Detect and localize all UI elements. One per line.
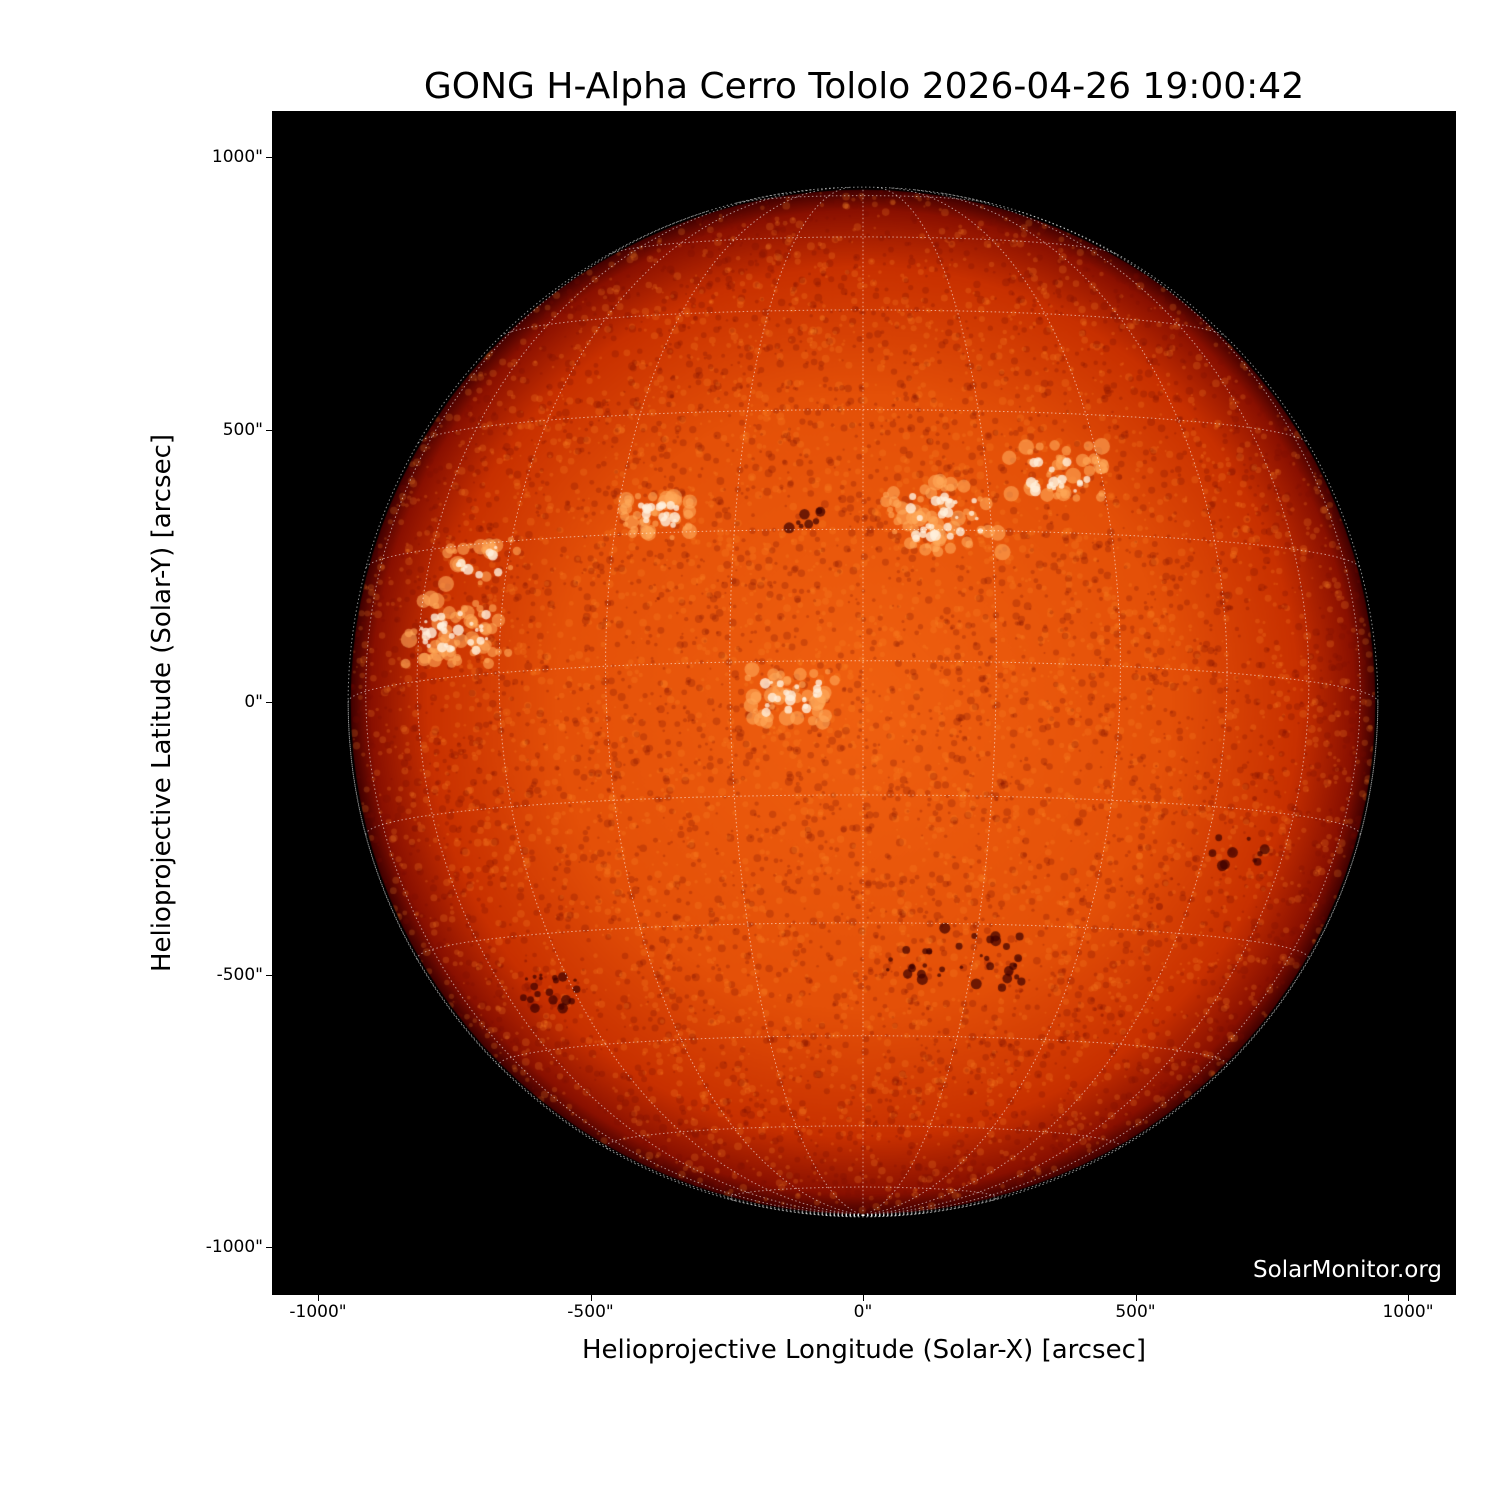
longitude-grid-line	[862, 701, 1379, 1216]
longitude-grid-line	[347, 701, 864, 1216]
x-tick-mark	[863, 1295, 864, 1301]
longitude-grid-line	[862, 1197, 1001, 1216]
x-tick-mark	[1135, 1295, 1137, 1301]
y-tick-label: 0"	[244, 692, 263, 712]
y-tick-mark	[266, 1247, 272, 1248]
latitude-grid-line	[347, 660, 1379, 703]
longitude-grid-line	[862, 192, 1310, 1216]
limb-outline	[347, 186, 1379, 1218]
longitude-grid-line	[862, 189, 1228, 1216]
longitude-grid-line	[498, 189, 864, 1216]
longitude-grid-line	[605, 187, 864, 1216]
heliographic-grid	[347, 186, 1379, 1218]
chart-title: GONG H-Alpha Cerro Tololo 2026-04-26 19:…	[423, 66, 1305, 107]
longitude-grid-line	[862, 187, 1121, 1216]
longitude-grid-line	[365, 210, 864, 1216]
latitude-grid-line	[609, 236, 1117, 255]
x-tick-label: 0"	[853, 1302, 873, 1322]
latitude-grid-line	[417, 409, 1309, 444]
latitude-grid-line	[736, 195, 990, 204]
y-tick-mark	[266, 429, 272, 431]
longitude-grid-line	[725, 1197, 864, 1216]
x-tick-label: 1000"	[1382, 1302, 1434, 1322]
x-tick-mark	[1408, 1295, 1409, 1301]
longitude-grid-line	[862, 186, 997, 1216]
longitude-grid-line	[862, 1214, 882, 1217]
latitude-grid-line	[365, 528, 1361, 569]
y-tick-label: 1000"	[211, 147, 263, 167]
longitude-grid-line	[853, 1214, 864, 1218]
x-tick-mark	[590, 1295, 592, 1301]
x-tick-label: 500"	[1115, 1302, 1156, 1322]
x-axis-label: Helioprojective Longitude (Solar-X) [arc…	[581, 1335, 1147, 1365]
solar-image-plot: SolarMonitor.org	[272, 111, 1456, 1295]
y-tick-mark	[266, 702, 272, 703]
x-tick-label: -1000"	[289, 1302, 347, 1322]
longitude-grid-line	[862, 1214, 873, 1218]
watermark: SolarMonitor.org	[1253, 1257, 1442, 1283]
x-tick-mark	[318, 1295, 319, 1301]
y-tick-mark	[266, 974, 272, 976]
solar-disk-image	[272, 111, 1456, 1295]
latitude-grid-line	[416, 922, 1310, 960]
x-tick-label: -500"	[567, 1302, 614, 1322]
longitude-grid-line	[862, 210, 1361, 1216]
longitude-grid-line	[729, 186, 864, 1216]
y-tick-mark	[266, 157, 272, 158]
y-tick-label: -500"	[216, 964, 263, 985]
y-tick-label: 500"	[222, 419, 263, 440]
y-axis-label: Helioprojective Latitude (Solar-Y) [arcs…	[147, 433, 177, 973]
longitude-grid-line	[416, 192, 864, 1216]
y-tick-label: -1000"	[205, 1237, 263, 1257]
